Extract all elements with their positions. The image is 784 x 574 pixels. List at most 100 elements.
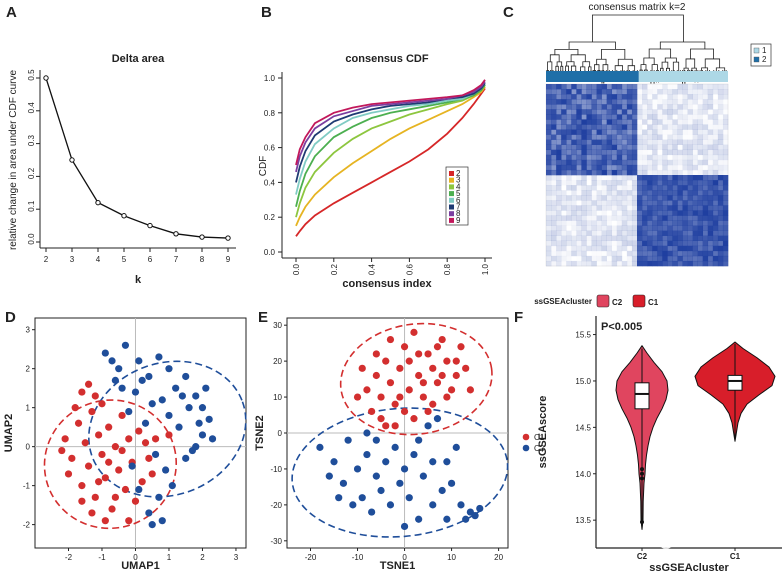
- scatter-point-c2: [415, 515, 423, 523]
- heatmap-cell: [667, 190, 673, 196]
- heatmap-cell: [561, 114, 567, 120]
- heatmap-cell: [687, 154, 693, 161]
- heatmap-cell: [662, 245, 668, 252]
- heatmap-cell: [657, 180, 663, 186]
- dendrogram-branch: [704, 58, 721, 68]
- heatmap-cell: [576, 260, 582, 267]
- heatmap-cell: [697, 240, 704, 247]
- heatmap-cell: [606, 250, 613, 257]
- heatmap-cell: [662, 109, 668, 115]
- heatmap-cell: [717, 190, 724, 196]
- heatmap-cell: [637, 144, 643, 151]
- data-line: [45, 77, 229, 239]
- heatmap-cell: [621, 134, 628, 140]
- heatmap-cell: [631, 144, 638, 151]
- heatmap-cell: [702, 94, 709, 100]
- heatmap-cell: [631, 215, 638, 221]
- heatmap-cell: [556, 205, 562, 211]
- heatmap-cell: [697, 164, 704, 171]
- heatmap-cell: [591, 225, 597, 231]
- heatmap-cell: [692, 159, 698, 166]
- heatmap-cell: [546, 175, 552, 181]
- heatmap-cell: [702, 134, 709, 140]
- heatmap-cell: [551, 240, 557, 247]
- x-axis-label: ssGSEAcluster: [649, 562, 729, 574]
- heatmap-cell: [682, 190, 688, 196]
- heatmap-cell: [556, 99, 562, 105]
- scatter-point-c1: [64, 470, 73, 478]
- heatmap-cell: [631, 124, 638, 130]
- heatmap-cell: [702, 235, 709, 242]
- heatmap-cell: [647, 150, 652, 155]
- scatter-point-c2: [155, 353, 163, 361]
- heatmap-cell: [621, 175, 628, 181]
- heatmap-cell: [581, 164, 587, 171]
- legend-swatch: [449, 191, 454, 197]
- heatmap-cell: [712, 185, 719, 191]
- x-tick-label: 4: [96, 255, 101, 264]
- heatmap-cell: [606, 154, 613, 161]
- scatter-point-c1: [396, 364, 404, 372]
- heatmap-cell: [607, 175, 612, 180]
- dendrogram-branch: [570, 54, 586, 62]
- heatmap-cell: [581, 129, 587, 135]
- heatmap-cell: [601, 99, 607, 105]
- scatter-point-c1: [101, 517, 109, 525]
- x-tick-label: 10: [447, 553, 456, 562]
- heatmap-cell: [702, 230, 709, 236]
- heatmap-cell: [667, 225, 673, 231]
- scatter-point-c2: [128, 462, 136, 470]
- heatmap-cell: [692, 230, 698, 236]
- heatmap-cell: [566, 164, 572, 171]
- heatmap-cell: [657, 175, 663, 181]
- heatmap-cell: [556, 164, 562, 171]
- heatmap-cell: [697, 185, 704, 191]
- heatmap-cell: [561, 124, 567, 130]
- heatmap-cell: [627, 246, 632, 251]
- heatmap-cell: [722, 175, 729, 181]
- watermark-text: 中科牛信: [680, 531, 740, 549]
- heatmap-cell: [652, 154, 658, 161]
- heatmap-cell: [561, 134, 567, 140]
- heatmap-cell: [692, 114, 698, 120]
- heatmap-cell: [682, 205, 688, 211]
- heatmap-cell: [662, 195, 668, 201]
- heatmap-cell: [687, 149, 693, 156]
- heatmap-cell: [616, 195, 623, 201]
- heatmap-cell: [596, 119, 602, 125]
- heatmap-cell: [662, 180, 668, 186]
- heatmap-cell: [571, 169, 577, 176]
- heatmap-cell: [606, 195, 613, 201]
- heatmap-cell: [621, 84, 628, 90]
- heatmap-cell: [581, 245, 587, 252]
- heatmap-cell: [692, 109, 698, 115]
- heatmap-cell: [702, 144, 709, 151]
- scatter-point-c2: [121, 341, 130, 349]
- heatmap-cell: [672, 225, 678, 231]
- heatmap-cell: [662, 84, 668, 90]
- heatmap-cell: [556, 109, 562, 115]
- heatmap-cell: [596, 89, 602, 95]
- boxplot-outlier: [640, 471, 644, 476]
- heatmap-cell: [717, 119, 724, 125]
- heatmap-cell: [566, 175, 572, 181]
- heatmap-cell: [611, 260, 618, 267]
- heatmap-cell: [667, 220, 673, 226]
- heatmap-cell: [697, 225, 704, 231]
- heatmap-cell: [707, 154, 714, 161]
- heatmap-cell: [722, 210, 729, 216]
- heatmap-cell: [586, 175, 591, 180]
- heatmap-cell: [722, 94, 729, 100]
- heatmap-cell: [597, 185, 602, 190]
- heatmap-cell: [596, 164, 602, 171]
- heatmap-cell: [637, 84, 643, 90]
- heatmap-cell: [621, 159, 628, 166]
- heatmap-cell: [672, 220, 678, 226]
- heatmap-cell: [652, 235, 658, 242]
- heatmap-cell: [697, 119, 704, 125]
- heatmap-cell: [667, 195, 673, 201]
- heatmap-cell: [712, 180, 719, 186]
- heatmap-cell: [631, 159, 638, 166]
- heatmap-cell: [662, 130, 667, 135]
- heatmap-cell: [606, 215, 613, 221]
